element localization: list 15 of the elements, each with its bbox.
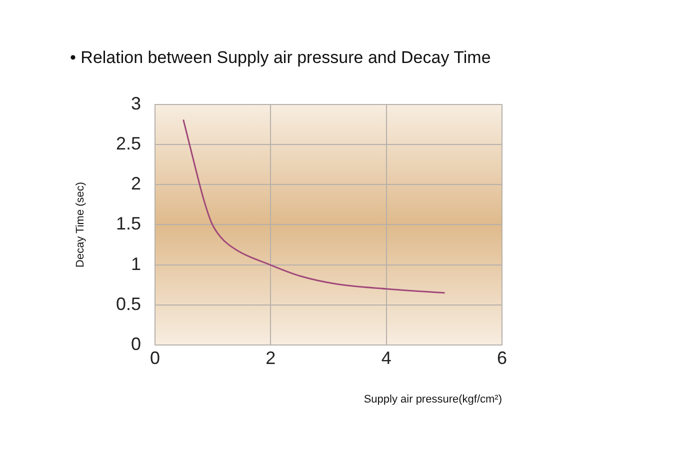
y-tick-label: 1.5 xyxy=(116,214,141,234)
x-tick-label: 4 xyxy=(381,348,392,368)
line-series xyxy=(182,118,446,294)
y-tick-label: 1 xyxy=(130,254,141,274)
x-tick-label: 6 xyxy=(496,348,508,368)
x-tick-label: 0 xyxy=(150,348,160,368)
x-axis-title: Supply air pressure(kgf/cm²) xyxy=(364,393,502,406)
chart-title: • Relation between Supply air pressure and Decay Time xyxy=(70,48,491,67)
y-tick-label: 2.5 xyxy=(116,133,141,154)
x-tick-label: 2 xyxy=(266,348,276,368)
y-tick-label: 0.5 xyxy=(116,294,141,314)
y-tick-label: 2 xyxy=(130,174,141,194)
y-tick-label: 0 xyxy=(130,334,141,354)
y-axis-title: Decay Time (sec) xyxy=(74,182,87,268)
y-tick-label: 3 xyxy=(130,93,141,114)
